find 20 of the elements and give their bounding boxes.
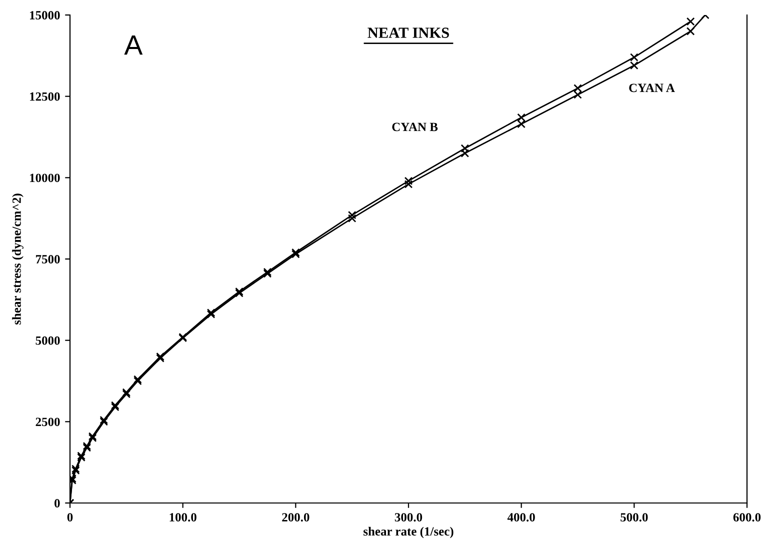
x-tick-label: 600.0 bbox=[733, 513, 761, 522]
x-tick-label: 300.0 bbox=[394, 513, 422, 522]
text: NEAT INKS bbox=[368, 28, 449, 38]
annotation: A bbox=[124, 36, 143, 55]
x-tick-label: 0 bbox=[67, 513, 73, 522]
y-tick-label: 0 bbox=[54, 499, 60, 508]
x-tick-label: 200.0 bbox=[282, 513, 310, 522]
annotation: CYAN A bbox=[629, 84, 675, 92]
y-tick-label: 12500 bbox=[30, 92, 60, 101]
y-tick-label: 15000 bbox=[30, 11, 60, 20]
y-tick-label: 2500 bbox=[36, 418, 60, 426]
y-tick-label: 5000 bbox=[36, 336, 60, 345]
y-tick-label: 7500 bbox=[36, 255, 60, 264]
annotation: CYAN B bbox=[392, 122, 438, 132]
x-tick-label: 400.0 bbox=[507, 513, 535, 522]
y-tick-label: 10000 bbox=[30, 174, 60, 182]
y-axis-title: shear stress (dyne/cm^2) bbox=[12, 194, 24, 325]
x-tick-label: 100.0 bbox=[170, 513, 196, 522]
x-axis-title: shear rate (1/sec) bbox=[364, 526, 454, 538]
x-tick-label: 500.0 bbox=[620, 513, 648, 522]
